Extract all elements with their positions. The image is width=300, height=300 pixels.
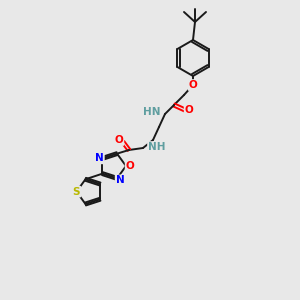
Text: O: O [126, 161, 134, 171]
Text: NH: NH [148, 142, 166, 152]
Text: O: O [184, 105, 194, 115]
Text: N: N [95, 153, 104, 164]
Text: S: S [73, 187, 80, 196]
Text: N: N [116, 176, 124, 185]
Text: HN: HN [142, 107, 160, 117]
Text: O: O [115, 135, 123, 145]
Text: O: O [189, 80, 197, 90]
